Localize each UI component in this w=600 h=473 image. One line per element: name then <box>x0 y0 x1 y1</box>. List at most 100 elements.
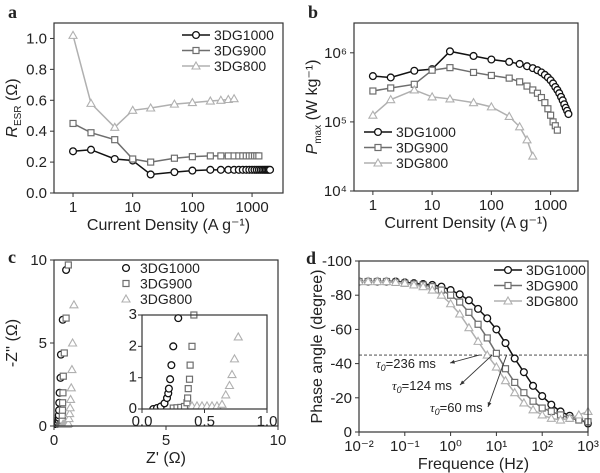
data-point <box>474 304 483 313</box>
data-point <box>64 413 74 423</box>
y-tick-label: 0.2 <box>26 154 47 171</box>
data-point <box>408 279 419 289</box>
data-point <box>233 331 244 341</box>
data-point <box>564 109 573 119</box>
legend-label: 3DG1000 <box>214 27 274 43</box>
data-point <box>68 299 79 309</box>
panel-label: a <box>8 2 17 22</box>
inset-background <box>142 315 267 409</box>
data-point <box>87 129 95 137</box>
legend-label: 3DG900 <box>396 140 448 156</box>
legend-label: 3DG800 <box>396 155 448 171</box>
plot-frame <box>353 22 579 192</box>
series-line <box>372 66 559 131</box>
data-point <box>520 389 528 397</box>
data-point <box>206 152 214 160</box>
data-point <box>533 89 542 97</box>
data-point <box>553 126 561 134</box>
annotation-symbol: τ <box>430 400 436 415</box>
data-point <box>217 152 225 160</box>
x-axis-label: Frequence (Hz) <box>418 456 529 473</box>
data-point <box>504 111 515 120</box>
data-point <box>445 298 456 308</box>
data-point <box>184 394 192 402</box>
annotation-arrow <box>459 354 493 386</box>
data-point <box>486 101 497 111</box>
legend-marker <box>504 281 512 290</box>
data-point <box>67 337 78 347</box>
data-point <box>410 66 419 75</box>
y-axis-label: Phase angle (degree) <box>309 270 326 424</box>
legend-marker <box>191 60 201 70</box>
y-tick-label: 10 <box>30 252 47 269</box>
data-point <box>529 397 537 405</box>
legend-marker <box>503 265 513 275</box>
y-tick-label: 0 <box>129 400 137 417</box>
data-point <box>501 365 510 373</box>
data-point <box>129 155 137 163</box>
data-point <box>186 361 194 369</box>
data-point <box>528 404 538 414</box>
data-point <box>544 105 552 113</box>
annotation-symbol: τ <box>392 378 398 393</box>
legend-marker <box>374 143 382 152</box>
data-point <box>509 387 520 397</box>
legend-label: 3DG1000 <box>396 124 456 140</box>
series-3DG900 <box>169 311 198 409</box>
legend-label: 3DG1000 <box>526 262 586 278</box>
data-point <box>238 298 246 305</box>
y-tick-label: -40 <box>330 356 352 373</box>
annotation-sub: 0 <box>397 385 402 395</box>
x-tick-label: 0 <box>50 432 58 449</box>
annotation: τ0=60 ms <box>430 354 508 417</box>
data-point <box>227 369 237 379</box>
data-point <box>187 97 198 107</box>
y-tick-label: 3 <box>129 306 137 323</box>
y-axis-label-unit: (W kg⁻¹) <box>304 60 321 125</box>
data-point <box>483 314 492 323</box>
series-line <box>72 35 235 129</box>
x-tick-label: 5 <box>162 432 170 449</box>
legend-item: 3DG1000 <box>182 27 274 43</box>
data-point <box>483 334 491 342</box>
x-tick-label: 10 <box>124 199 141 216</box>
data-point <box>527 150 538 160</box>
x-tick-label: 1 <box>369 197 377 214</box>
data-point <box>86 145 96 154</box>
data-point <box>205 95 216 105</box>
data-point <box>206 165 215 174</box>
legend-item: 3DG900 <box>494 278 578 294</box>
annotation-label: τ0=60 ms <box>430 400 483 417</box>
data-point <box>372 276 383 286</box>
annotation-label: τ0=236 ms <box>376 356 436 373</box>
data-point <box>62 314 70 322</box>
y-tick-label: 0.0 <box>26 185 47 202</box>
annotation-text: =236 ms <box>386 356 437 371</box>
legend-marker <box>373 157 383 167</box>
legend-marker <box>121 263 131 273</box>
data-point <box>465 308 473 316</box>
legend-marker <box>121 293 131 303</box>
data-point <box>518 397 529 407</box>
y-tick-label: -80 <box>330 287 352 304</box>
y-tick-label: -100 <box>322 253 352 270</box>
annotation-label: τ0=124 ms <box>392 378 452 395</box>
data-point <box>60 349 68 357</box>
legend-item: 3DG1000 <box>494 262 586 278</box>
panel-label: d <box>306 248 316 268</box>
y-tick-label: -20 <box>330 390 352 407</box>
annotation-text: =60 ms <box>440 400 483 415</box>
data-point <box>229 93 240 103</box>
data-point <box>59 372 67 380</box>
data-point <box>169 342 178 351</box>
data-point <box>68 147 78 156</box>
legend-label: 3DG900 <box>526 278 578 294</box>
data-point <box>170 154 179 162</box>
x-tick-label: 10 <box>424 197 441 214</box>
y-axis-label-main: R <box>4 126 21 138</box>
legend-label: 3DG900 <box>140 276 192 292</box>
arrowhead-icon <box>460 380 465 385</box>
